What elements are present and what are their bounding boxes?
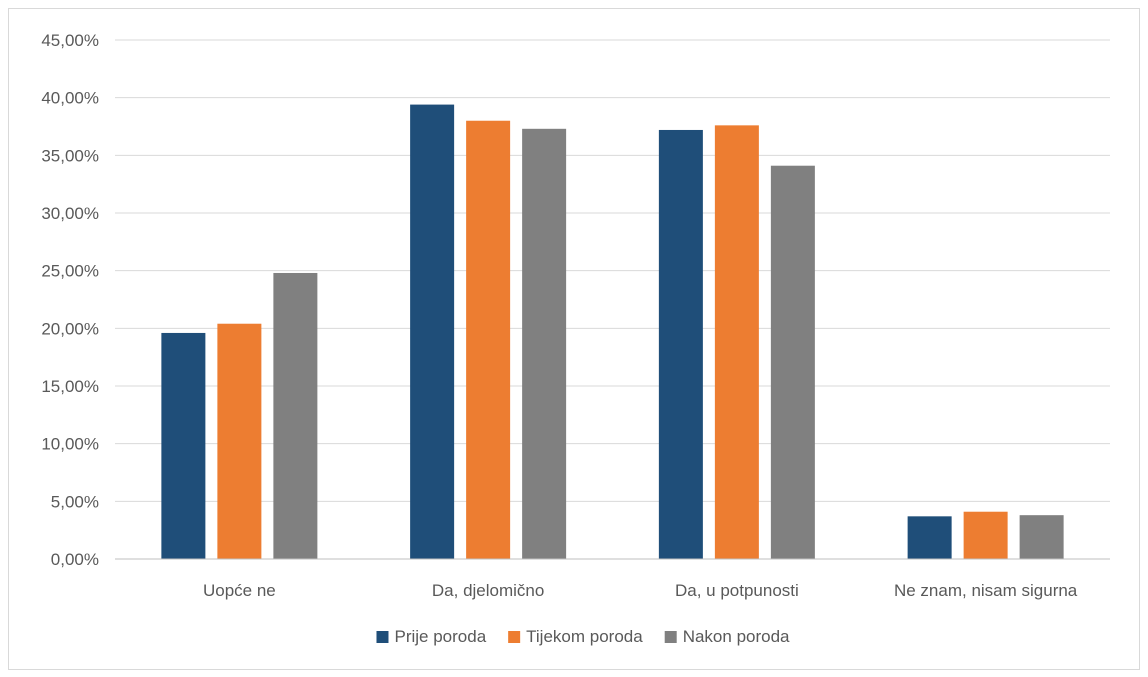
bar-nakon-poroda <box>522 128 567 559</box>
x-category-label: Uopće ne <box>203 581 276 600</box>
bar-prije-poroda <box>658 129 703 559</box>
bar-tijekom-poroda <box>217 323 262 559</box>
bar-tijekom-poroda <box>466 120 511 559</box>
bar-nakon-poroda <box>273 272 318 559</box>
gridlines <box>115 39 1110 502</box>
legend-label: Prije poroda <box>394 627 486 646</box>
bar-tijekom-poroda <box>963 511 1008 559</box>
y-tick-label: 0,00% <box>51 550 99 569</box>
x-category-label: Da, u potpunosti <box>675 581 799 600</box>
legend-swatch <box>664 631 677 643</box>
y-axis-tick-labels: 0,00% 5,00% 10,00% 15,00% 20,00% 25,00% 30,00%… <box>41 31 99 569</box>
y-tick-label: 30,00% <box>41 204 99 223</box>
y-tick-label: 20,00% <box>41 319 99 338</box>
legend-swatch <box>508 631 521 643</box>
bar-tijekom-poroda <box>714 125 759 559</box>
legend-label: Nakon poroda <box>683 627 790 646</box>
legend-swatch <box>376 631 389 643</box>
legend-label: Tijekom poroda <box>526 627 643 646</box>
legend: Prije poroda Tijekom poroda Nakon poroda <box>376 627 790 646</box>
x-category-label: Ne znam, nisam sigurna <box>894 581 1078 600</box>
bar-prije-poroda <box>410 104 455 559</box>
x-category-label: Da, djelomično <box>432 581 544 600</box>
bar-nakon-poroda <box>770 165 815 560</box>
y-tick-label: 5,00% <box>51 492 99 511</box>
bar-prije-poroda <box>907 516 952 559</box>
x-axis-category-labels: Uopće ne Da, djelomično Da, u potpunosti Ne… <box>203 581 1078 600</box>
y-tick-label: 45,00% <box>41 31 99 50</box>
y-tick-label: 10,00% <box>41 435 99 454</box>
bar-prije-poroda <box>161 332 206 559</box>
y-tick-label: 40,00% <box>41 89 99 108</box>
y-tick-label: 15,00% <box>41 377 99 396</box>
bars <box>161 104 1064 560</box>
y-tick-label: 25,00% <box>41 262 99 281</box>
bar-nakon-poroda <box>1019 515 1064 559</box>
y-tick-label: 35,00% <box>41 146 99 165</box>
